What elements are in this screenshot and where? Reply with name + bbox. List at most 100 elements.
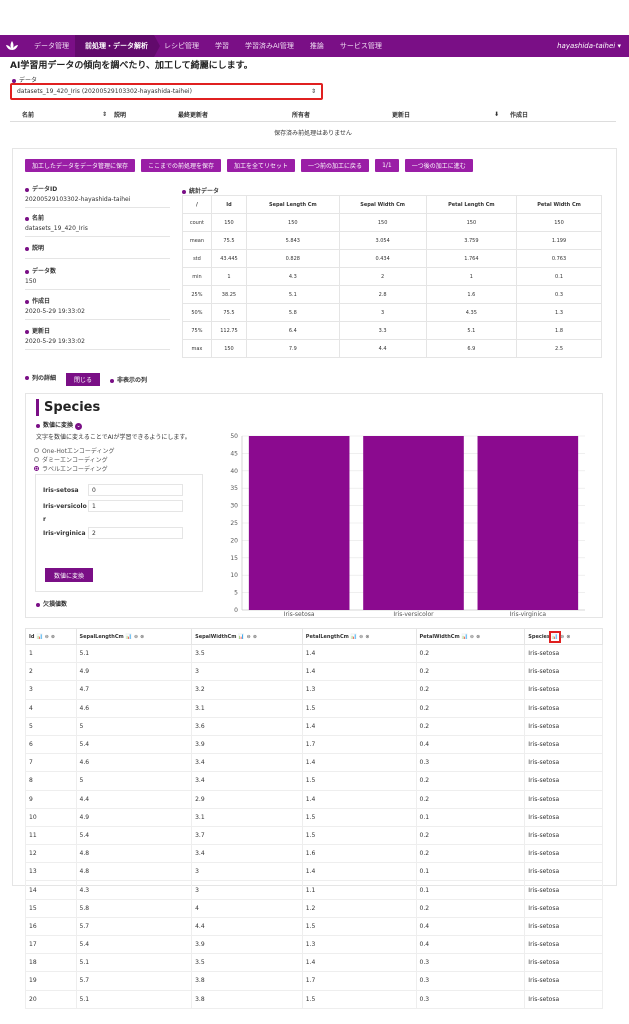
table-cell: 5.7	[75, 971, 193, 991]
x-tick-label: Iris-versicolor	[393, 611, 434, 618]
hide-column-icon[interactable]: ⊖	[246, 633, 251, 640]
hide-column-icon[interactable]: ⊖	[560, 633, 565, 640]
empty-message: 保存済み前処理はありません	[274, 130, 352, 137]
nav-item-3[interactable]: 学習	[215, 42, 229, 50]
table-cell: 18	[25, 953, 77, 973]
table-cell: 16	[25, 916, 77, 937]
chart-icon[interactable]: 📊	[125, 633, 132, 640]
close-column-icon[interactable]: ⊗	[365, 633, 370, 640]
table-row: 4 4.6 3.1 1.5 0.2 Iris-setosa	[25, 698, 603, 718]
close-column-icon[interactable]: ⊗	[50, 633, 56, 640]
mapping-value-input[interactable]: 0	[88, 484, 183, 496]
table-cell: 0.4	[415, 916, 526, 937]
encoding-radio-0[interactable]: One-Hotエンコーディング	[34, 446, 115, 455]
table-cell: 0.2	[415, 716, 526, 736]
stats-cell: count	[182, 213, 212, 232]
action-bar: 加工したデータをデータ管理に保存 ここまでの前処理を保存 加工を全てリセット 一つ前の…	[25, 159, 473, 172]
convert-button[interactable]: 数値に変換	[45, 568, 93, 582]
table-row: 17 5.4 3.9 1.3 0.4 Iris-setosa	[25, 934, 603, 955]
nav-item-5[interactable]: 推論	[309, 42, 324, 50]
encoding-mapping-box	[35, 474, 203, 592]
save-to-data-button[interactable]: 加工したデータをデータ管理に保存	[25, 159, 136, 172]
table-cell: 5.7	[75, 916, 193, 937]
chart-icon[interactable]: 📊	[36, 633, 43, 640]
table-cell: Iris-setosa	[524, 789, 603, 809]
table-row: 14 4.3 3 1.1 0.1 Iris-setosa	[25, 880, 603, 900]
chart-icon[interactable]: 📊	[350, 633, 358, 640]
stats-cell: 38.25	[210, 285, 248, 304]
encoding-radio-1[interactable]: ダミーエンコーディング	[34, 455, 108, 464]
undo-button[interactable]: 一つ前の加工に戻る	[301, 159, 370, 172]
col-updated[interactable]: 更新日	[392, 112, 411, 119]
table-cell: 4.9	[75, 662, 193, 682]
close-column-icon[interactable]: ⊗	[140, 633, 145, 640]
user-menu[interactable]: hayashida-taihei ▾	[557, 42, 621, 50]
stats-cell: 4.3	[246, 267, 340, 286]
close-column-icon[interactable]: ⊗	[476, 633, 481, 640]
nav-item-1[interactable]: 前処理・データ解析	[75, 35, 160, 57]
stats-cell: 7.9	[246, 339, 340, 358]
stats-title: 統計データ	[182, 186, 219, 195]
nav-item-4[interactable]: 学習済みAI管理	[245, 42, 294, 50]
stats-cell: 1.199	[516, 231, 602, 250]
stats-row: 50% 75.5 5.8 3 4.35 1.3	[182, 303, 602, 322]
stats-cell: 5.1	[425, 321, 518, 340]
chart-icon[interactable]: 📊	[461, 633, 468, 640]
table-cell: 0.2	[415, 680, 526, 700]
col-owner[interactable]: 所有者	[292, 112, 311, 119]
mapping-value-input[interactable]: 2	[88, 527, 183, 539]
col-description[interactable]: 説明	[114, 112, 127, 119]
nav-item-2[interactable]: レシピ管理	[164, 42, 199, 50]
table-cell: Iris-setosa	[524, 862, 603, 882]
nav-item-6[interactable]: サービス管理	[339, 42, 382, 50]
table-cell: 1	[25, 643, 77, 664]
hide-column-icon[interactable]: ⊖	[133, 633, 139, 640]
table-cell: 4.7	[75, 680, 193, 700]
close-column-icon[interactable]: ⊗	[252, 633, 258, 640]
chart-icon[interactable]: 📊	[548, 630, 562, 643]
hide-column-icon[interactable]: ⊖	[359, 633, 364, 640]
saved-table-header: 名前 ⇕ 説明 最終更新者 所有者 更新日 ⬇ 作成日	[10, 108, 616, 122]
sort-desc-icon[interactable]: ⬇	[494, 111, 500, 118]
table-row: 10 4.9 3.1 1.5 0.1 Iris-setosa	[25, 807, 603, 827]
col-created[interactable]: 作成日	[510, 112, 529, 119]
data-table: Id 📊 ⊖ ⊗ SepalLengthCm 📊 ⊖ ⊗ SepalWidthCm 📊 ⊖ ⊗ Peta…	[25, 628, 603, 1009]
hidden-columns-label[interactable]: 非表示の列	[110, 375, 147, 384]
col-name[interactable]: 名前	[22, 112, 35, 119]
save-preprocess-button[interactable]: ここまでの前処理を保存	[141, 159, 222, 172]
reset-all-button[interactable]: 加工を全てリセット	[227, 159, 296, 172]
stats-cell: 0.828	[246, 249, 340, 268]
chevron-down-icon[interactable]: ⌄	[75, 423, 83, 430]
table-cell: 0.1	[415, 807, 526, 827]
table-cell: 5.4	[75, 934, 193, 955]
table-cell: 3.9	[191, 734, 303, 755]
meta-value: 2020-5-29 19:33:02	[25, 308, 170, 320]
chart-icon[interactable]: 📊	[238, 633, 245, 640]
close-column-icon[interactable]: ⊗	[566, 633, 571, 640]
table-cell: 5.4	[75, 825, 193, 846]
stats-row: 25% 38.25 5.1 2.8 1.6 0.3	[182, 285, 602, 304]
hide-column-icon[interactable]: ⊖	[469, 633, 475, 640]
table-cell: 1.4	[301, 862, 417, 882]
encoding-radio-2[interactable]: ラベルエンコーディング	[34, 464, 108, 473]
top-nav: データ管理 前処理・データ解析 レシピ管理 学習 学習済みAI管理 推論 サービス管理 ha…	[0, 35, 629, 57]
hide-column-icon[interactable]: ⊖	[44, 633, 49, 640]
nav-item-0[interactable]: データ管理	[34, 42, 69, 50]
mapping-value-input[interactable]: 1	[88, 500, 183, 512]
table-cell: Iris-setosa	[524, 844, 603, 864]
flower-logo-icon[interactable]	[0, 35, 24, 57]
table-cell: 19	[25, 971, 77, 991]
table-cell: 0.2	[415, 662, 526, 682]
meta-key-text: 説明	[32, 245, 45, 252]
stats-header: Petal Length Cm	[425, 195, 518, 214]
redo-button[interactable]: 一つ後の加工に進む	[404, 159, 473, 172]
col-updater[interactable]: 最終更新者	[178, 112, 209, 119]
table-cell: 1.4	[301, 716, 417, 736]
x-tick-label: Iris-setosa	[284, 611, 315, 618]
meta-value: datasets_19_420_Iris	[25, 225, 170, 237]
close-button[interactable]: 閉じる	[66, 373, 100, 386]
table-cell: Iris-setosa	[524, 698, 603, 718]
table-row: 8 5 3.4 1.5 0.2 Iris-setosa	[25, 771, 603, 791]
sort-icon[interactable]: ⇕	[102, 111, 108, 118]
dataset-select[interactable]: datasets_19_420_Iris (20200529103302-hay…	[10, 83, 323, 100]
